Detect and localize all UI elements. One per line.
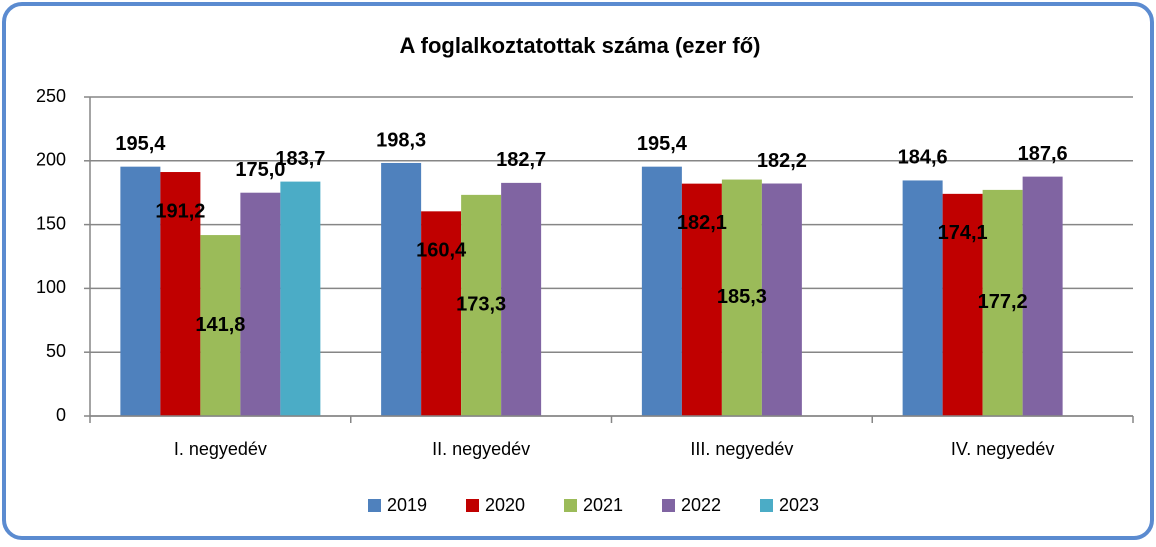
value-label: 198,3 [376,129,426,151]
y-tick-label: 50 [46,341,66,361]
bar [501,182,542,416]
value-label: 182,2 [757,150,807,172]
value-label: 195,4 [115,133,166,155]
legend-label: 2022 [681,495,721,515]
x-tick-label: III. negyedév [690,439,793,459]
value-label: 182,1 [677,212,727,234]
legend-label: 2020 [485,495,525,515]
bar [160,172,201,416]
bar [200,235,241,416]
y-tick-label: 150 [36,213,66,233]
y-tick-label: 100 [36,277,66,297]
value-label: 141,8 [195,314,245,336]
y-tick-label: 0 [56,405,66,425]
bar [1022,176,1063,416]
value-label: 185,3 [717,286,767,308]
x-tick-label: IV. negyedév [951,439,1054,459]
bar [461,194,502,416]
legend-swatch [466,499,479,512]
bar [761,183,802,416]
x-tick-label: II. negyedév [432,439,530,459]
bar [120,166,161,416]
value-label: 195,4 [637,133,688,155]
bar [381,162,422,416]
value-label: 175,0 [235,159,285,181]
legend-swatch [760,499,773,512]
value-label: 160,4 [416,240,467,262]
bar [721,179,762,416]
value-label: 182,7 [496,149,546,171]
bar [421,211,462,416]
legend-label: 2021 [583,495,623,515]
legend-label: 2023 [779,495,819,515]
bar [641,166,682,416]
legend-label: 2019 [387,495,427,515]
legend-swatch [368,499,381,512]
value-label: 183,7 [275,148,325,170]
value-label: 191,2 [155,200,205,222]
value-label: 187,6 [1018,143,1068,165]
legend-swatch [564,499,577,512]
bar [982,189,1023,416]
legend-swatch [662,499,675,512]
value-label: 173,3 [456,294,506,316]
bar [280,181,321,416]
bar [942,193,983,416]
y-tick-label: 250 [36,86,66,106]
bar [240,192,281,416]
chart-title: A foglalkoztatottak száma (ezer fő) [399,33,760,58]
value-label: 184,6 [898,147,948,169]
y-tick-label: 200 [36,150,66,170]
value-label: 177,2 [978,291,1028,313]
value-label: 174,1 [938,222,988,244]
x-tick-label: I. negyedév [174,439,267,459]
bar [902,180,943,416]
bar [681,183,722,416]
